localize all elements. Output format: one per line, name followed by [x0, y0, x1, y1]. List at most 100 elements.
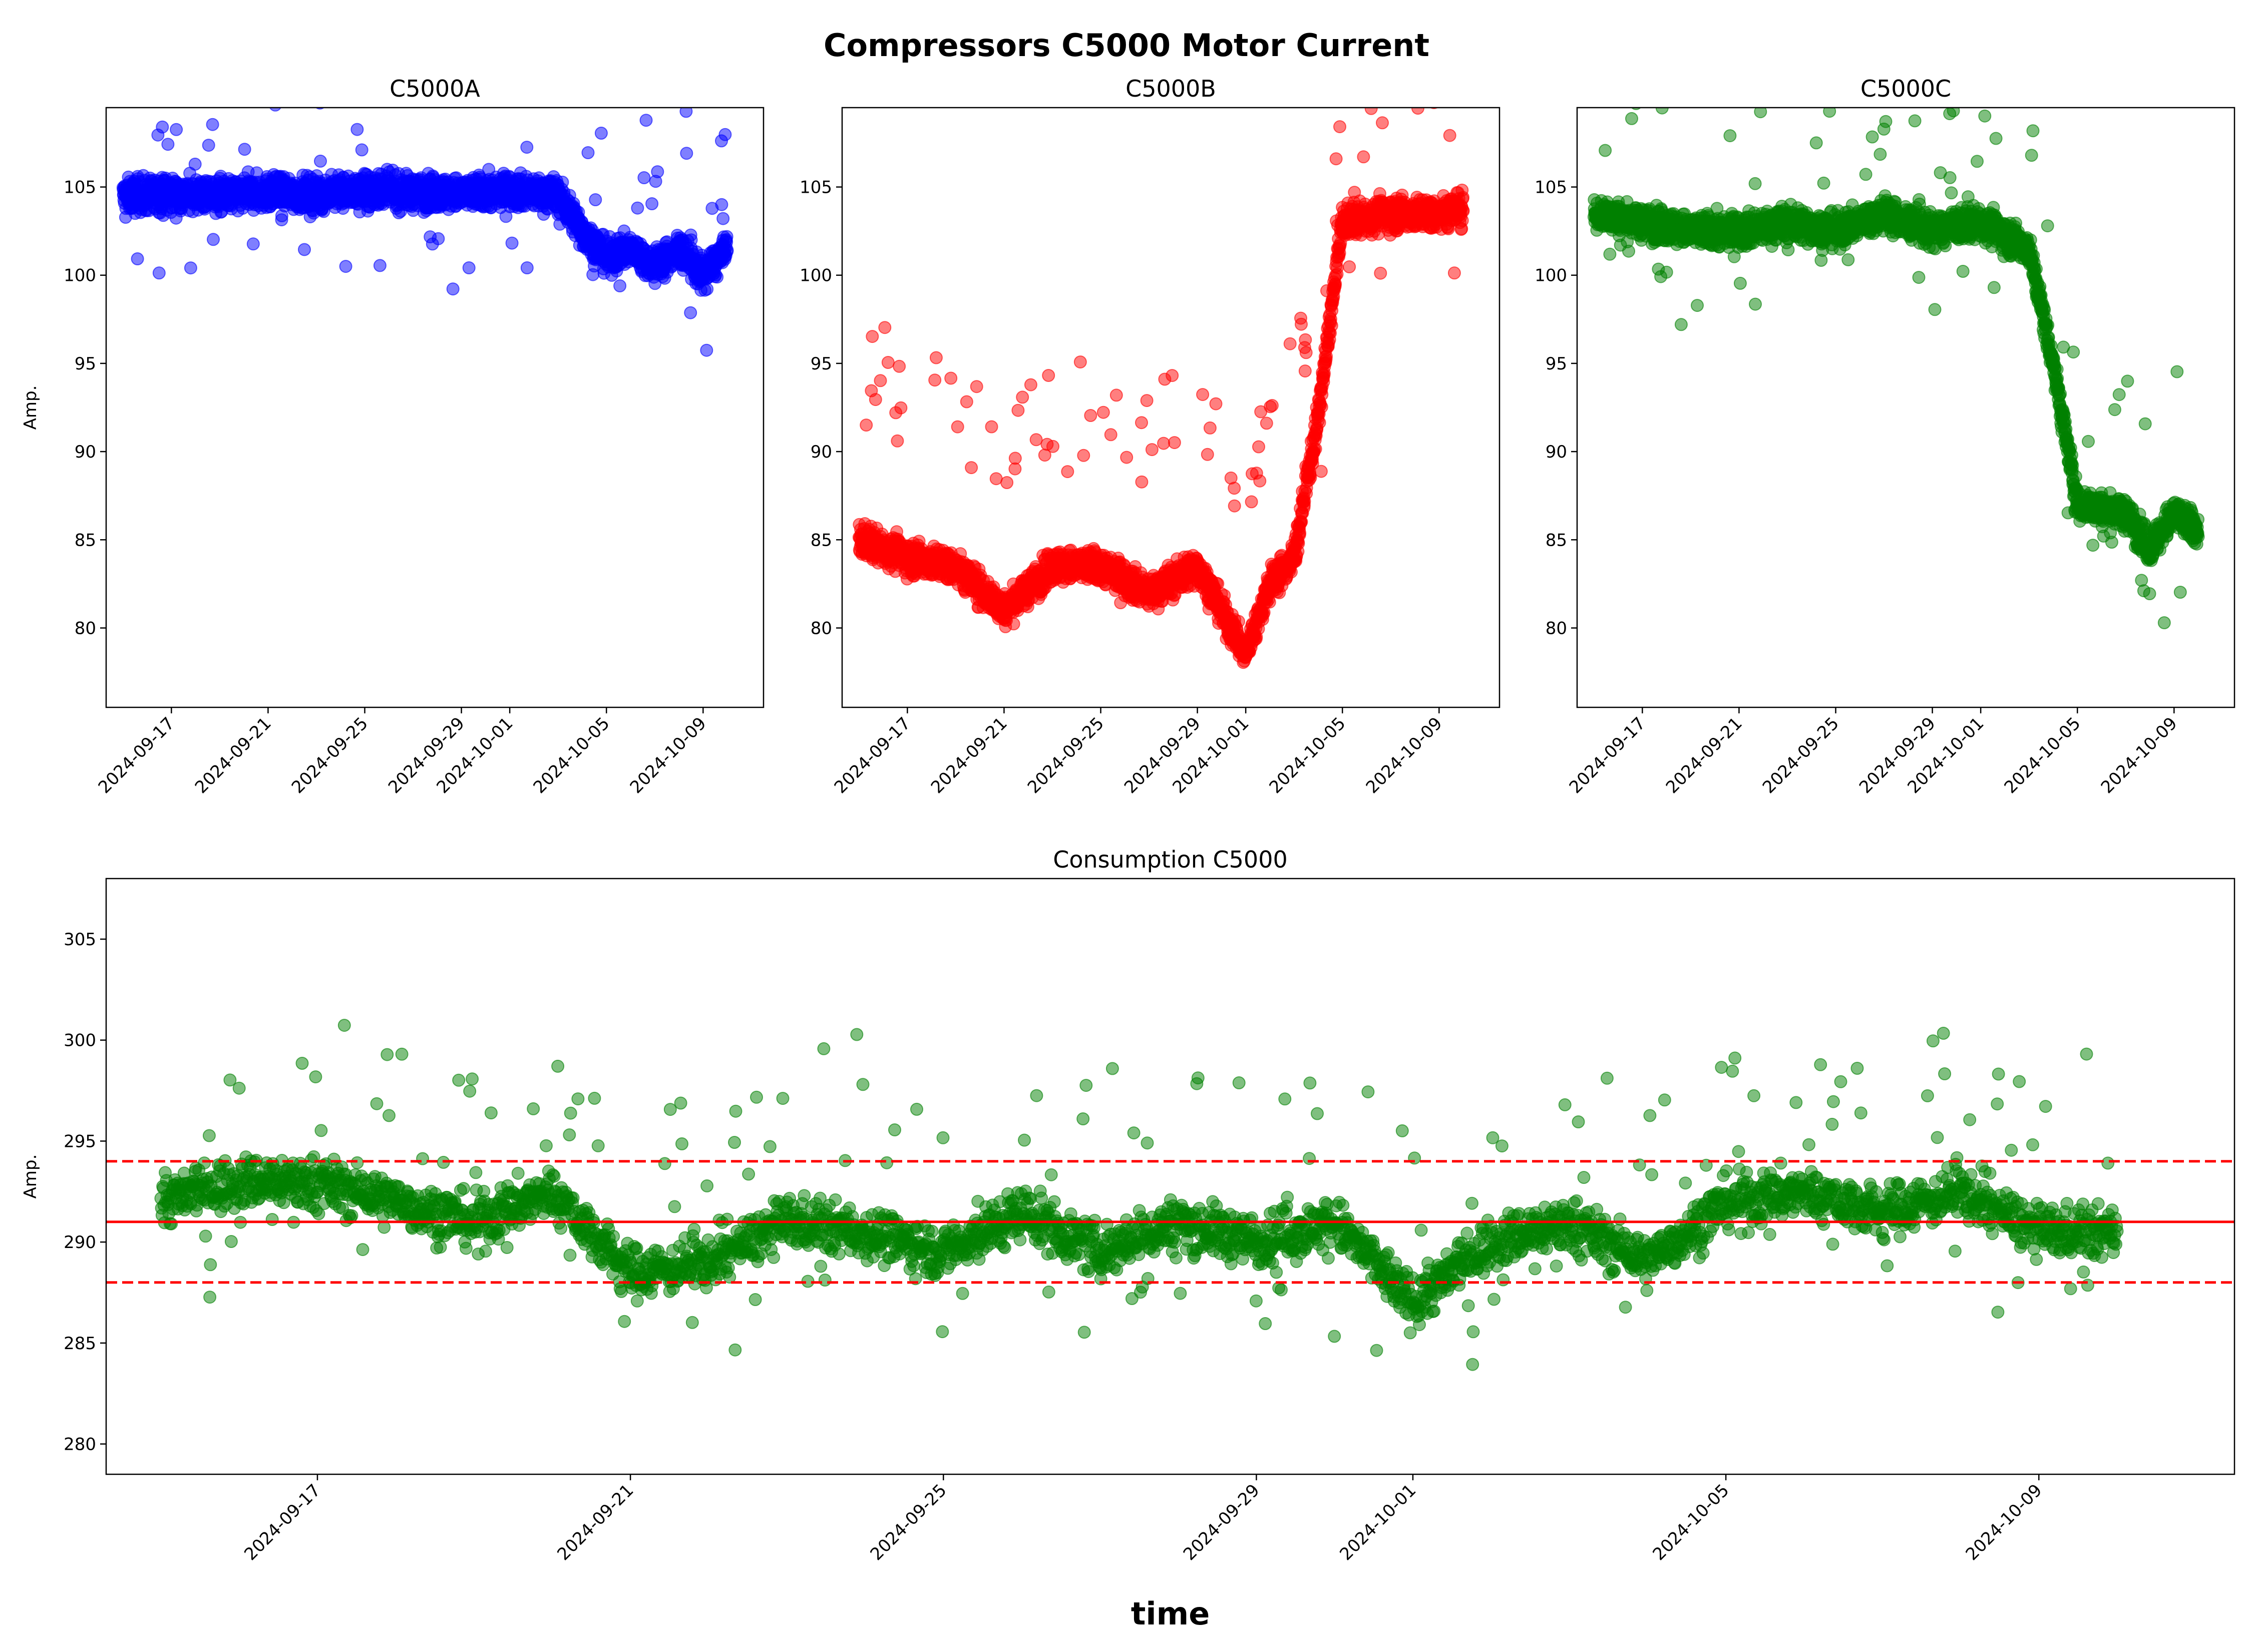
data-point	[520, 261, 534, 274]
data-point	[874, 374, 887, 387]
data-point	[170, 123, 183, 136]
data-point	[1029, 433, 1043, 447]
data-point	[1196, 388, 1210, 401]
data-point	[680, 147, 693, 160]
data-point	[520, 141, 534, 154]
data-point	[298, 243, 311, 256]
data-point	[432, 232, 445, 245]
y-axis-label: Amp.	[21, 385, 41, 430]
data-point	[505, 236, 519, 250]
data-point	[1000, 476, 1014, 489]
data-point	[891, 434, 904, 448]
data-point	[1333, 120, 1346, 134]
y-tick-label: 95	[75, 354, 96, 374]
data-point	[594, 127, 608, 140]
data-point	[684, 233, 698, 247]
data-point	[152, 266, 166, 280]
data-point	[1245, 495, 1258, 509]
data-point	[718, 128, 732, 141]
data-point	[1024, 378, 1037, 391]
data-point	[645, 197, 659, 210]
y-tick-label: 105	[64, 178, 96, 198]
data-point	[184, 261, 197, 275]
data-point	[1329, 152, 1343, 166]
data-point	[715, 198, 728, 211]
data-point	[1016, 390, 1029, 404]
data-point	[1203, 421, 1217, 435]
data-point	[1343, 260, 1356, 273]
data-point	[238, 143, 251, 156]
data-point	[1232, 615, 1245, 628]
data-point	[1135, 416, 1148, 430]
y-tick-label: 100	[64, 266, 96, 286]
data-point	[1157, 437, 1171, 450]
data-point	[131, 252, 144, 265]
data-point	[1357, 150, 1370, 164]
data-point	[1313, 416, 1326, 430]
data-point	[1140, 394, 1154, 407]
y-tick-label: 80	[75, 618, 96, 638]
data-point	[684, 306, 697, 319]
data-point	[1061, 465, 1074, 479]
data-point	[716, 212, 730, 225]
figure-title: Compressors C5000 Motor Current	[824, 27, 1429, 64]
data-point	[269, 108, 281, 112]
data-point	[951, 420, 964, 434]
subplot-title: C5000A	[390, 75, 480, 102]
subplot-title: C5000B	[1125, 75, 1216, 102]
data-point	[188, 157, 202, 171]
data-point	[893, 359, 906, 373]
data-point	[700, 282, 714, 296]
y-tick-label: 85	[75, 530, 96, 550]
data-point	[928, 373, 942, 387]
data-point	[613, 279, 627, 292]
plot-frame	[105, 107, 765, 708]
data-point	[878, 321, 892, 334]
data-point	[1084, 409, 1097, 422]
data-point	[350, 123, 364, 136]
data-point	[1011, 403, 1025, 417]
data-point	[373, 259, 387, 272]
data-point	[206, 118, 219, 131]
data-point	[651, 165, 664, 179]
data-point	[161, 138, 175, 151]
data-point	[700, 343, 713, 357]
data-point	[1077, 449, 1090, 462]
data-point	[985, 420, 998, 434]
data-point	[1109, 388, 1123, 402]
data-point	[1260, 417, 1273, 430]
data-point	[894, 401, 908, 415]
data-point	[881, 356, 895, 369]
data-point	[1265, 399, 1279, 412]
data-point	[446, 282, 460, 296]
data-points	[852, 108, 1470, 669]
data-point	[1325, 319, 1338, 332]
data-point	[462, 261, 476, 274]
data-point	[1315, 400, 1328, 414]
data-point	[1298, 364, 1312, 378]
data-point	[1073, 355, 1087, 369]
data-point	[720, 243, 734, 257]
data-point	[989, 472, 1003, 486]
data-point	[1253, 474, 1267, 488]
data-points	[116, 108, 734, 357]
data-point	[679, 108, 693, 118]
data-point	[1299, 333, 1312, 346]
data-point	[960, 395, 973, 408]
data-point	[637, 171, 651, 184]
y-tick-label: 90	[75, 442, 96, 462]
data-point	[1166, 369, 1179, 382]
data-point	[1007, 617, 1020, 631]
data-point	[246, 237, 260, 251]
data-point	[1008, 452, 1022, 465]
data-point	[1314, 465, 1328, 478]
data-point	[1228, 499, 1241, 513]
data-point	[1096, 405, 1110, 419]
data-point	[1120, 451, 1134, 464]
data-point	[965, 461, 978, 475]
data-point	[1283, 337, 1297, 350]
data-point	[1042, 369, 1055, 382]
data-point	[581, 146, 595, 159]
